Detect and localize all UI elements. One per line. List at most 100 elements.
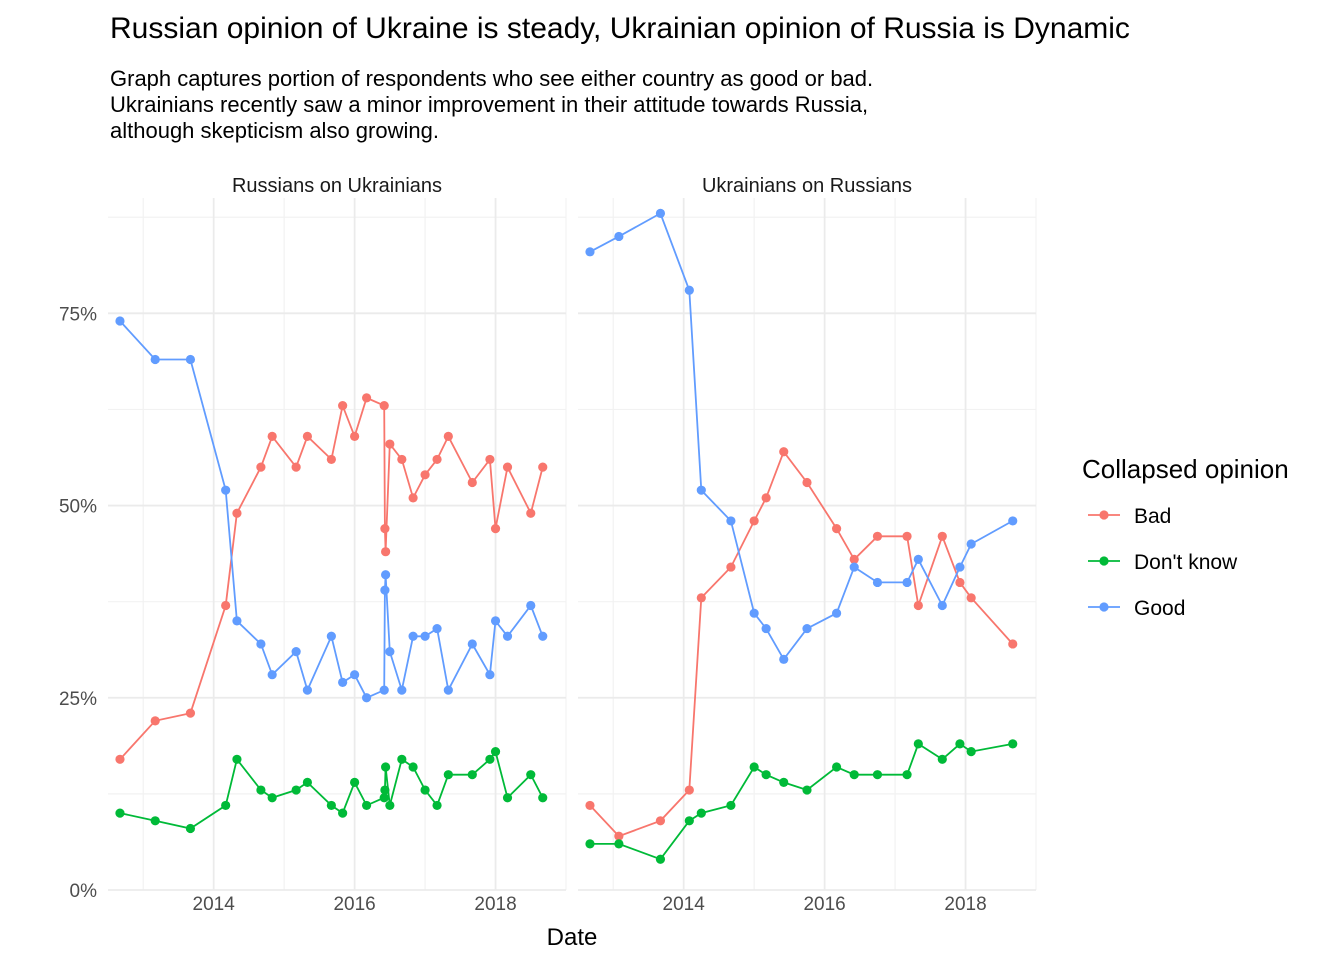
data-point: [408, 762, 418, 772]
data-point: [802, 785, 812, 795]
data-point: [385, 647, 395, 657]
data-point: [338, 677, 348, 688]
facet-label: Russians on Ukrainians: [232, 175, 442, 197]
data-point: [379, 685, 389, 695]
data-point: [726, 562, 736, 572]
data-point: [849, 562, 859, 572]
data-point: [185, 823, 196, 834]
data-point: [502, 793, 513, 803]
data-point: [408, 493, 418, 503]
series-line: [119, 749, 544, 830]
data-point: [185, 354, 196, 365]
data-point: [937, 600, 947, 611]
data-point: [831, 524, 842, 534]
y-tick-label: 75%: [59, 304, 97, 325]
data-point: [872, 531, 883, 541]
data-point: [350, 670, 360, 680]
data-point: [902, 770, 912, 780]
series-line: [589, 212, 1014, 661]
data-point: [684, 785, 694, 795]
data-point: [538, 793, 548, 803]
data-point: [526, 600, 536, 611]
data-point: [432, 800, 442, 811]
data-point: [326, 454, 336, 465]
data-point: [902, 531, 912, 541]
data-point: [302, 777, 313, 787]
data-point: [966, 539, 976, 549]
data-point: [420, 631, 430, 641]
series-line: [590, 742, 1013, 861]
legend-key-point: [1099, 602, 1109, 612]
data-point: [538, 631, 548, 641]
data-point: [937, 531, 947, 541]
data-point: [361, 800, 372, 811]
x-tick-label: 2014: [193, 894, 236, 915]
data-point: [538, 462, 548, 472]
data-point: [380, 585, 390, 595]
data-point: [1008, 739, 1018, 749]
data-point: [150, 816, 160, 826]
data-point: [913, 554, 923, 564]
chart-subtitle: Graph captures portion of respondents wh…: [110, 66, 874, 143]
data-point: [684, 816, 694, 826]
data-point: [379, 401, 389, 411]
data-point: [485, 670, 495, 680]
data-point: [326, 631, 336, 641]
data-point: [490, 616, 501, 626]
data-point: [256, 785, 266, 795]
series-line: [119, 320, 544, 699]
data-point: [696, 808, 706, 818]
data-point: [326, 800, 336, 811]
data-point: [381, 570, 391, 580]
data-point: [267, 793, 277, 803]
data-point: [397, 685, 407, 695]
data-point: [361, 393, 372, 403]
data-point: [302, 685, 313, 695]
data-point: [779, 777, 789, 787]
data-point: [443, 431, 453, 441]
data-point: [397, 454, 407, 465]
data-point: [849, 770, 859, 780]
data-point: [115, 808, 125, 818]
data-point: [913, 739, 923, 749]
data-point: [443, 770, 453, 780]
data-point: [115, 754, 125, 764]
data-point: [256, 462, 266, 472]
y-tick-label: 50%: [59, 497, 97, 518]
data-point: [614, 831, 624, 841]
data-point: [585, 800, 595, 811]
legend-key-point: [1099, 556, 1109, 566]
data-point: [1008, 639, 1018, 649]
data-point: [381, 762, 391, 772]
data-point: [779, 447, 789, 457]
data-point: [526, 770, 536, 780]
data-point: [749, 516, 759, 526]
data-point: [872, 770, 883, 780]
data-point: [490, 747, 501, 757]
data-point: [726, 516, 736, 526]
data-point: [655, 854, 666, 864]
data-point: [749, 762, 759, 772]
data-point: [150, 354, 160, 365]
data-point: [655, 208, 666, 218]
data-point: [302, 431, 313, 441]
data-point: [385, 439, 395, 449]
data-point: [966, 593, 976, 603]
data-point: [761, 493, 771, 503]
data-point: [802, 477, 812, 488]
data-point: [432, 454, 442, 465]
data-point: [380, 785, 390, 795]
data-point: [726, 800, 736, 811]
data-point: [485, 754, 495, 764]
data-point: [655, 816, 666, 826]
data-point: [937, 754, 947, 764]
data-point: [614, 231, 624, 242]
data-point: [221, 800, 231, 811]
data-point: [291, 647, 301, 657]
data-point: [397, 754, 407, 764]
data-point: [221, 485, 231, 495]
data-point: [232, 616, 242, 626]
data-point: [831, 608, 842, 618]
data-point: [872, 577, 883, 588]
